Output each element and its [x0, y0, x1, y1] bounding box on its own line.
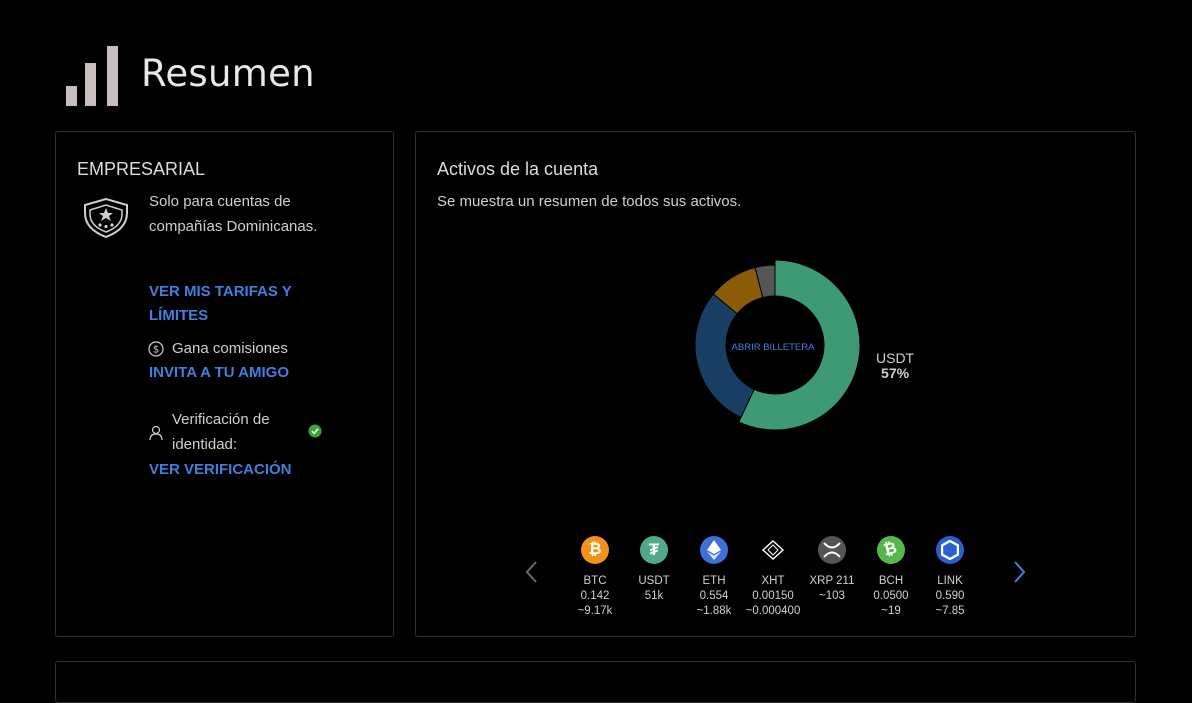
assets-donut-chart	[694, 259, 861, 431]
donut-slice-1	[694, 293, 755, 419]
invite-friend-link[interactable]: INVITA A TU AMIGO	[149, 364, 289, 381]
shield-badge-icon	[84, 197, 128, 239]
coin-value: ~0.000400	[745, 605, 801, 617]
bitcoin-cash-icon: ₿	[877, 536, 905, 564]
coin-symbol: ETH	[702, 575, 726, 587]
legend-name: USDT	[876, 350, 915, 366]
coin-amount: 0.554	[699, 590, 729, 602]
coin-amount: 0.00150	[752, 590, 794, 602]
hollaex-icon	[759, 536, 787, 564]
stats-bars-icon	[64, 44, 120, 106]
assets-title: Activos de la cuenta	[437, 159, 599, 179]
chart-legend-usdt: USDT 57%	[876, 351, 914, 381]
coin-item-xht[interactable]: XHT 0.00150 ~0.000400	[743, 536, 803, 619]
coin-item-bch[interactable]: ₿ BCH 0.0500 ~19	[861, 536, 921, 619]
dollar-coin-icon: $	[148, 341, 164, 357]
tether-icon: ₮	[640, 536, 668, 564]
coin-symbol: LINK	[937, 575, 963, 587]
ripple-icon	[818, 536, 846, 564]
coin-symbol: USDT	[638, 575, 670, 587]
earn-commissions-label: Gana comisiones	[172, 340, 288, 357]
assets-subtitle: Se muestra un resumen de todos sus activ…	[437, 193, 742, 210]
coin-item-usdt[interactable]: ₮ USDT 51k	[624, 536, 684, 604]
page-title: Resumen	[141, 52, 315, 95]
account-type-card	[55, 131, 394, 637]
account-type-title: EMPRESARIAL	[77, 159, 206, 179]
chainlink-icon	[936, 536, 964, 564]
carousel-next-arrow[interactable]	[1009, 558, 1029, 586]
view-verification-link[interactable]: VER VERIFICACIÓN	[149, 461, 292, 478]
bitcoin-icon: ₿	[581, 536, 609, 564]
open-wallet-button[interactable]: ABRIR BILLETERA	[731, 342, 815, 353]
coin-symbol: XRP 211	[809, 575, 855, 587]
account-description: Solo para cuentas de compañías Dominican…	[149, 193, 318, 235]
coin-value: ~1.88k	[696, 605, 732, 617]
coin-value: ~7.85	[935, 605, 965, 617]
view-tariffs-link[interactable]: VER MIS TARIFAS Y LÍMITES	[149, 283, 292, 324]
identity-verification-label: Verificación de identidad:	[172, 411, 270, 453]
coin-item-eth[interactable]: ETH 0.554 ~1.88k	[684, 536, 744, 619]
bottom-card	[55, 661, 1136, 703]
donut-slice-3	[754, 264, 776, 299]
user-icon	[149, 425, 163, 441]
donut-slice-0	[738, 259, 861, 431]
coin-item-link[interactable]: LINK 0.590 ~7.85	[920, 536, 980, 619]
ethereum-icon	[700, 536, 728, 564]
coin-symbol: BCH	[878, 575, 904, 587]
coin-amount: ~103	[819, 590, 845, 602]
coin-amount: 0.142	[580, 590, 610, 602]
page-header	[64, 42, 120, 106]
carousel-prev-arrow[interactable]	[522, 558, 542, 586]
verified-check-icon	[308, 424, 322, 438]
coin-item-btc[interactable]: ₿ BTC 0.142 ~9.17k	[565, 536, 625, 619]
coin-item-xrp[interactable]: XRP 211 ~103	[802, 536, 862, 604]
coin-amount: 0.590	[935, 590, 965, 602]
svg-text:$: $	[153, 345, 159, 356]
coin-amount: 51k	[644, 590, 664, 602]
coin-symbol: XHT	[761, 575, 785, 587]
coin-symbol: BTC	[583, 575, 607, 587]
coin-value: ~19	[881, 605, 901, 617]
coin-amount: 0.0500	[873, 590, 909, 602]
coin-value: ~9.17k	[577, 605, 613, 617]
legend-percent: 57%	[881, 365, 910, 381]
